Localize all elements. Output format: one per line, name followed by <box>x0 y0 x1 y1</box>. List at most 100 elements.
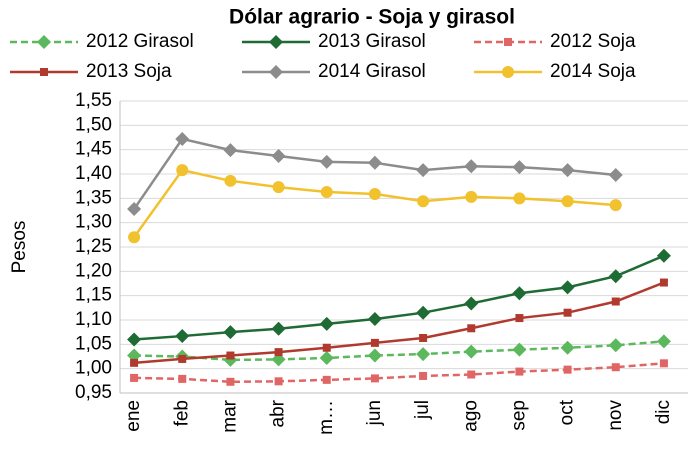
data-point <box>464 159 479 174</box>
legend-label: 2014 Girasol <box>318 61 426 82</box>
x-tick-label: nov <box>605 400 626 431</box>
data-point <box>130 373 139 382</box>
data-point <box>127 332 142 347</box>
data-point <box>178 354 187 363</box>
legend-marker <box>269 35 283 49</box>
series-line <box>133 281 665 365</box>
data-point <box>224 174 237 187</box>
series-line <box>134 340 665 362</box>
data-point <box>563 365 572 374</box>
data-point <box>560 280 575 295</box>
x-tick-label: abr <box>268 399 289 427</box>
data-point <box>611 297 620 306</box>
data-point <box>128 231 141 244</box>
x-tick-label: dic <box>653 400 674 424</box>
x-tick-label: mar <box>219 399 240 432</box>
legend-marker <box>37 35 51 49</box>
y-tick-label: 1,35 <box>75 187 112 208</box>
series-line <box>133 254 665 341</box>
x-tick-label: feb <box>171 400 192 426</box>
x-tick-label: sep <box>508 400 529 431</box>
data-point <box>271 321 286 336</box>
data-point <box>322 343 331 352</box>
data-point <box>130 358 139 367</box>
data-point <box>417 195 430 208</box>
y-tick-label: 1,05 <box>75 333 112 354</box>
x-tick-label: ene <box>123 400 144 432</box>
data-point <box>419 334 428 343</box>
data-point <box>608 269 623 284</box>
y-tick-label: 1,15 <box>75 285 112 306</box>
data-point <box>416 163 431 178</box>
y-axis-label: Pesos <box>9 221 30 274</box>
data-point <box>322 375 331 384</box>
data-point <box>175 329 190 344</box>
chart-title: Dólar agrario - Soja y girasol <box>229 6 515 29</box>
data-point <box>367 312 382 327</box>
data-point <box>274 348 283 357</box>
y-tick-label: 1,20 <box>75 260 112 281</box>
data-point <box>608 167 623 182</box>
series-line <box>134 362 665 384</box>
x-tick-label: ago <box>460 400 481 432</box>
data-point <box>223 143 238 158</box>
legend-marker <box>502 66 514 78</box>
data-point <box>178 374 187 383</box>
series-line <box>133 168 616 238</box>
legend-marker <box>40 68 48 76</box>
data-point <box>512 286 527 301</box>
y-tick-label: 1,10 <box>75 309 112 330</box>
legend-label: 2012 Girasol <box>86 31 194 52</box>
data-point <box>416 347 431 362</box>
data-point <box>176 164 189 177</box>
data-point <box>319 316 334 331</box>
data-point <box>175 131 190 146</box>
x-tick-label: oct <box>557 399 578 425</box>
x-tick-label: jun <box>364 400 385 426</box>
data-point <box>609 199 622 212</box>
data-point <box>226 351 235 360</box>
y-tick-label: 1,40 <box>75 163 112 184</box>
x-tick-label: jul <box>412 400 433 420</box>
x-tick-label: m… <box>316 400 337 435</box>
legend-label: 2012 Soja <box>550 31 636 52</box>
data-point <box>560 163 575 178</box>
data-point <box>465 190 478 203</box>
y-tick-label: 1,45 <box>75 139 112 160</box>
data-point <box>419 371 428 380</box>
data-point <box>370 338 379 347</box>
data-point <box>656 248 671 263</box>
legend-marker <box>504 38 512 46</box>
y-tick-label: 1,25 <box>75 236 112 257</box>
data-point <box>608 338 623 353</box>
data-point <box>659 278 668 287</box>
data-point <box>561 195 574 208</box>
legend-label: 2014 Soja <box>550 61 636 82</box>
data-point <box>467 370 476 379</box>
data-point <box>656 334 671 349</box>
data-point <box>515 314 524 323</box>
data-point <box>368 187 381 200</box>
y-tick-label: 0,95 <box>75 382 112 403</box>
data-point <box>659 359 668 368</box>
legend-label: 2013 Soja <box>86 61 172 82</box>
data-point <box>226 377 235 386</box>
data-point <box>320 186 333 199</box>
data-point <box>512 342 527 357</box>
y-tick-label: 1,55 <box>75 90 112 111</box>
data-point <box>272 181 285 194</box>
data-point <box>512 160 527 175</box>
data-point <box>370 374 379 383</box>
data-point <box>274 377 283 386</box>
data-point <box>271 148 286 163</box>
data-point <box>127 202 142 217</box>
data-point <box>464 296 479 311</box>
data-point <box>515 367 524 376</box>
data-point <box>367 348 382 363</box>
data-point <box>467 324 476 333</box>
y-tick-label: 1,50 <box>75 114 112 135</box>
data-point <box>319 350 334 365</box>
data-point <box>223 325 238 340</box>
data-point <box>319 154 334 169</box>
